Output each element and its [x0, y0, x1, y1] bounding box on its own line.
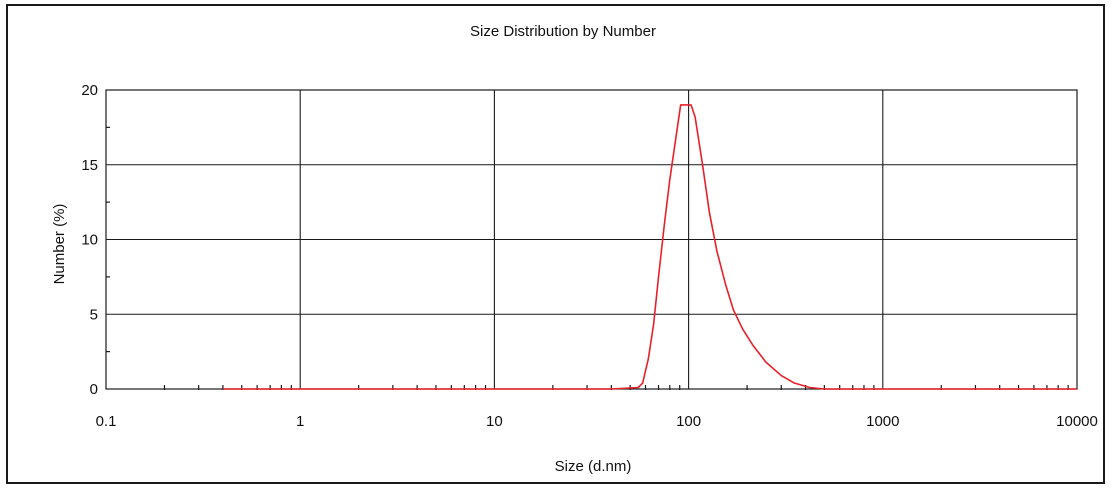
- y-tick-label: 20: [81, 82, 98, 99]
- y-axis-label: Number (%): [51, 204, 68, 285]
- x-tick-label: 100: [676, 413, 701, 430]
- y-tick-label: 15: [81, 157, 98, 174]
- x-tick-label: 0.1: [96, 413, 117, 430]
- chart-panel: Size Distribution by Number 0.1 1 10 100 100…: [6, 4, 1105, 484]
- number-distribution-line: [222, 104, 1077, 390]
- y-tick-label: 5: [90, 306, 98, 323]
- size-distribution-chart: Size Distribution by Number 0.1 1 10 100 100…: [51, 23, 1098, 475]
- x-tick-label: 1: [296, 413, 304, 430]
- minor-ticks: [106, 126, 1069, 390]
- x-tick-labels: 0.1 1 10 100 1000 10000: [96, 413, 1098, 430]
- y-tick-label: 0: [90, 381, 98, 398]
- grid-lines: [106, 90, 1077, 389]
- chart-title: Size Distribution by Number: [470, 23, 656, 40]
- x-tick-label: 10: [486, 413, 503, 430]
- x-axis-label: Size (d.nm): [555, 458, 632, 475]
- x-tick-label: 1000: [866, 413, 899, 430]
- y-tick-labels: 0 5 10 15 20: [81, 82, 98, 398]
- y-tick-label: 10: [81, 232, 98, 249]
- x-tick-label: 10000: [1056, 413, 1098, 430]
